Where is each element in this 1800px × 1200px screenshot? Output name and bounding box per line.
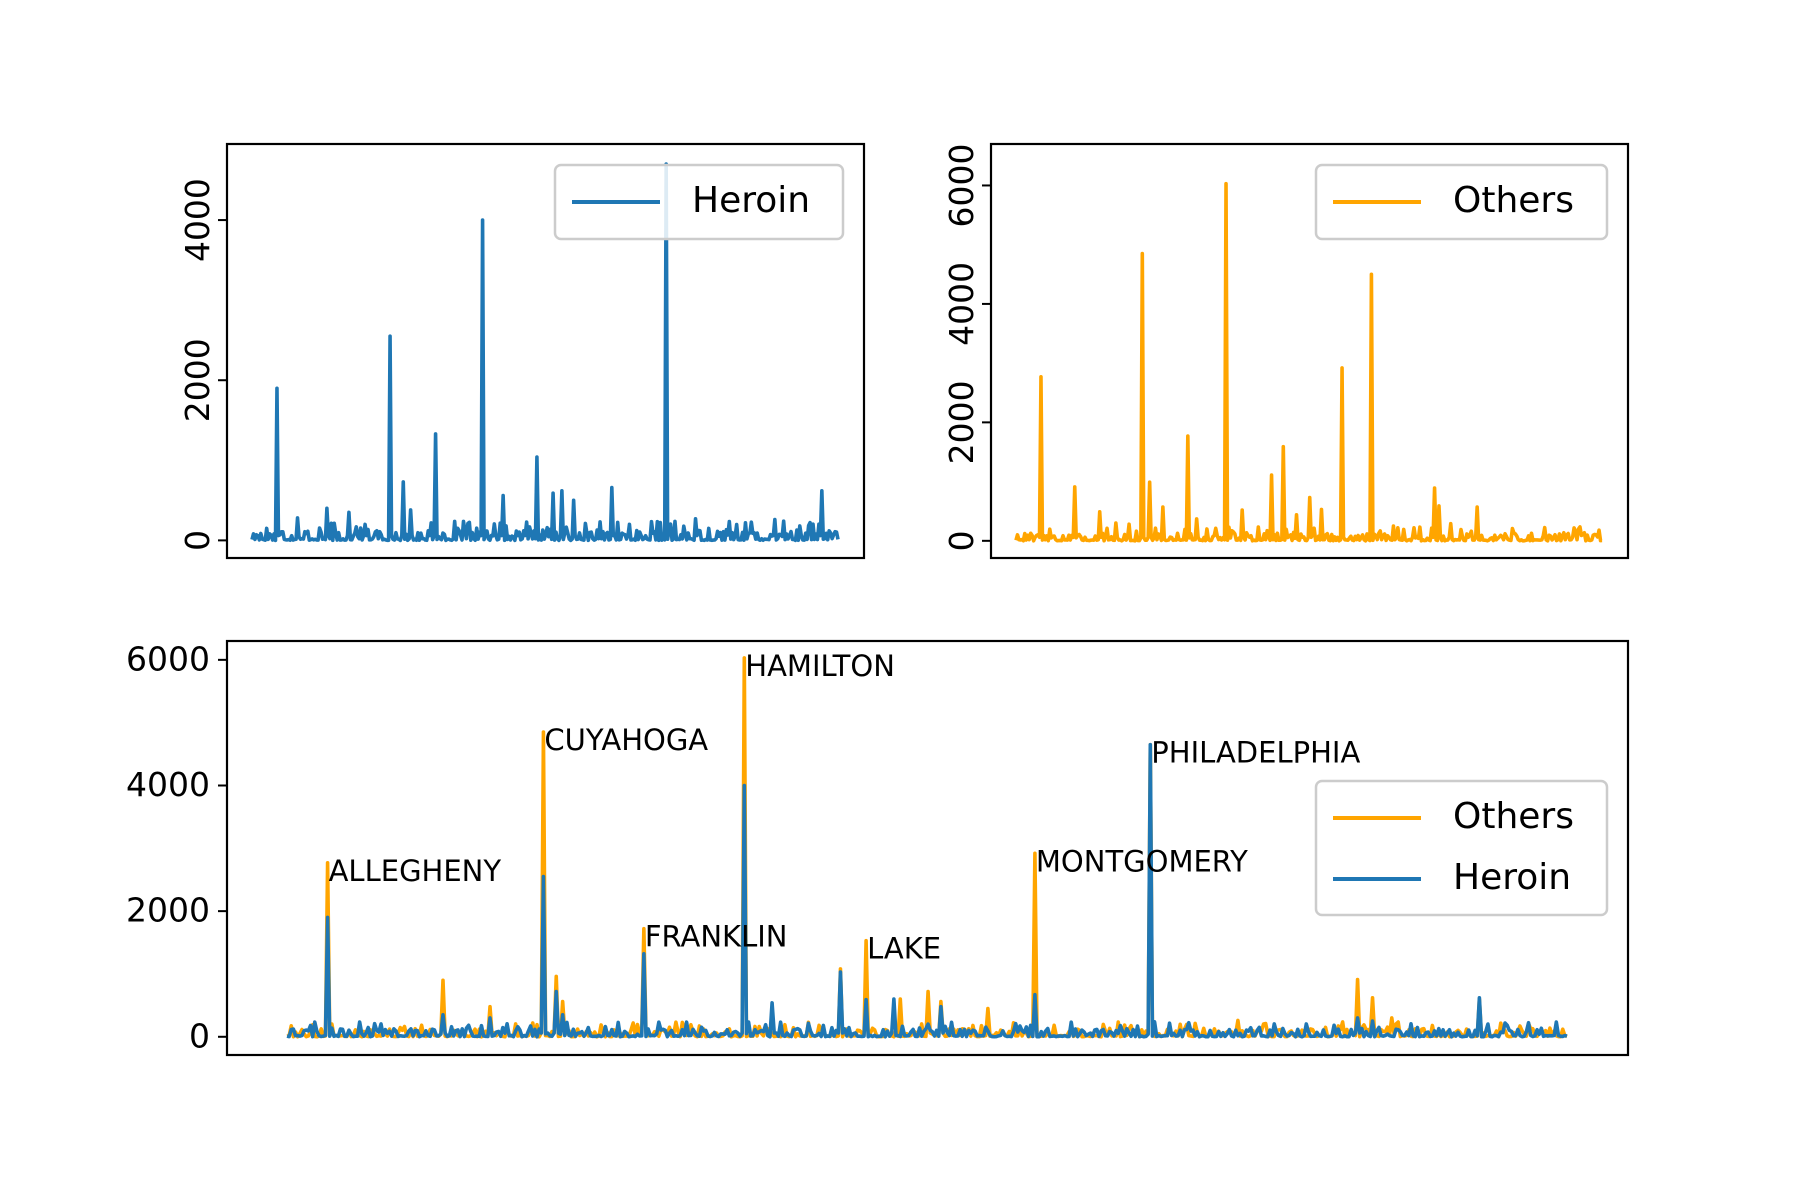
y-tick-label: 6000 xyxy=(126,639,210,678)
subplot-others-frame xyxy=(989,142,1630,560)
y-tick-label: 2000 xyxy=(942,380,981,464)
annotation-hamilton: HAMILTON xyxy=(745,649,895,683)
legend-box xyxy=(553,163,845,241)
subplot-combined-frame xyxy=(225,639,1630,1057)
subplot-heroin-frame xyxy=(225,142,866,560)
y-tick-label: 0 xyxy=(189,1016,210,1055)
annotation-philadelphia: PHILADELPHIA xyxy=(1151,736,1360,770)
legend-label-heroin: Heroin xyxy=(1453,857,1571,898)
series-line-heroin xyxy=(286,742,1568,1039)
subplot-combined-legend: Others Heroin xyxy=(1314,779,1609,917)
legend-box xyxy=(1314,779,1609,917)
subplot-heroin-legend: Heroin xyxy=(553,163,845,241)
annotation-cuyahoga: CUYAHOGA xyxy=(544,723,708,757)
series-line-heroin xyxy=(250,162,840,543)
legend-label-heroin: Heroin xyxy=(692,180,810,221)
legend-label-others: Others xyxy=(1453,796,1574,837)
y-tick-label: 0 xyxy=(942,530,981,551)
y-tick-label: 4000 xyxy=(178,178,217,262)
subplot-others-legend: Others xyxy=(1314,163,1609,241)
annotation-lake: LAKE xyxy=(867,932,941,966)
y-tick-label: 2000 xyxy=(178,338,217,422)
subplot-others: 0 2000 4000 6000 Others xyxy=(942,142,1630,560)
subplot-combined: ALLEGHENY CUYAHOGA FRANKLIN HAMILTON LAKE MON… xyxy=(126,639,1630,1057)
y-tick-label: 2000 xyxy=(126,891,210,930)
annotation-allegheny: ALLEGHENY xyxy=(329,854,502,888)
y-tick-label: 4000 xyxy=(942,262,981,346)
y-tick-label: 0 xyxy=(178,530,217,551)
subplot-heroin: 0 2000 4000 Heroin xyxy=(178,142,866,560)
series-line-others xyxy=(1014,181,1603,543)
legend-box xyxy=(1314,163,1609,241)
annotation-montgomery: MONTGOMERY xyxy=(1036,844,1248,878)
annotation-franklin: FRANKLIN xyxy=(645,920,788,954)
legend-label-others: Others xyxy=(1453,180,1574,221)
y-tick-label: 4000 xyxy=(126,765,210,804)
y-tick-label: 6000 xyxy=(942,143,981,227)
